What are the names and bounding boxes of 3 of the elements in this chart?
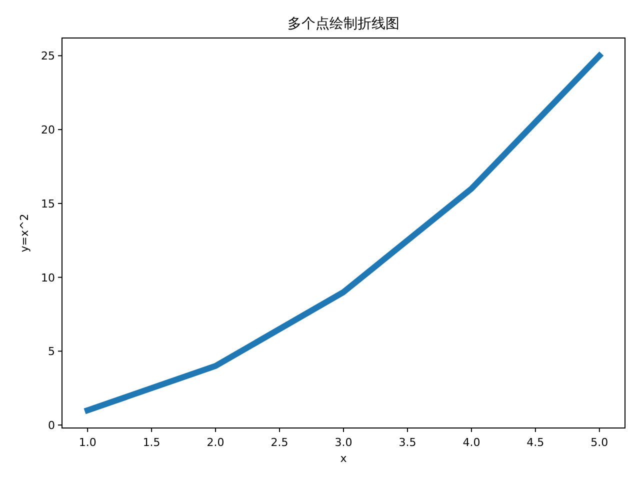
ylabel: y=x^2 [18, 214, 31, 252]
xlabel: x [340, 452, 347, 465]
title: 多个点绘制折线图 [288, 16, 400, 32]
